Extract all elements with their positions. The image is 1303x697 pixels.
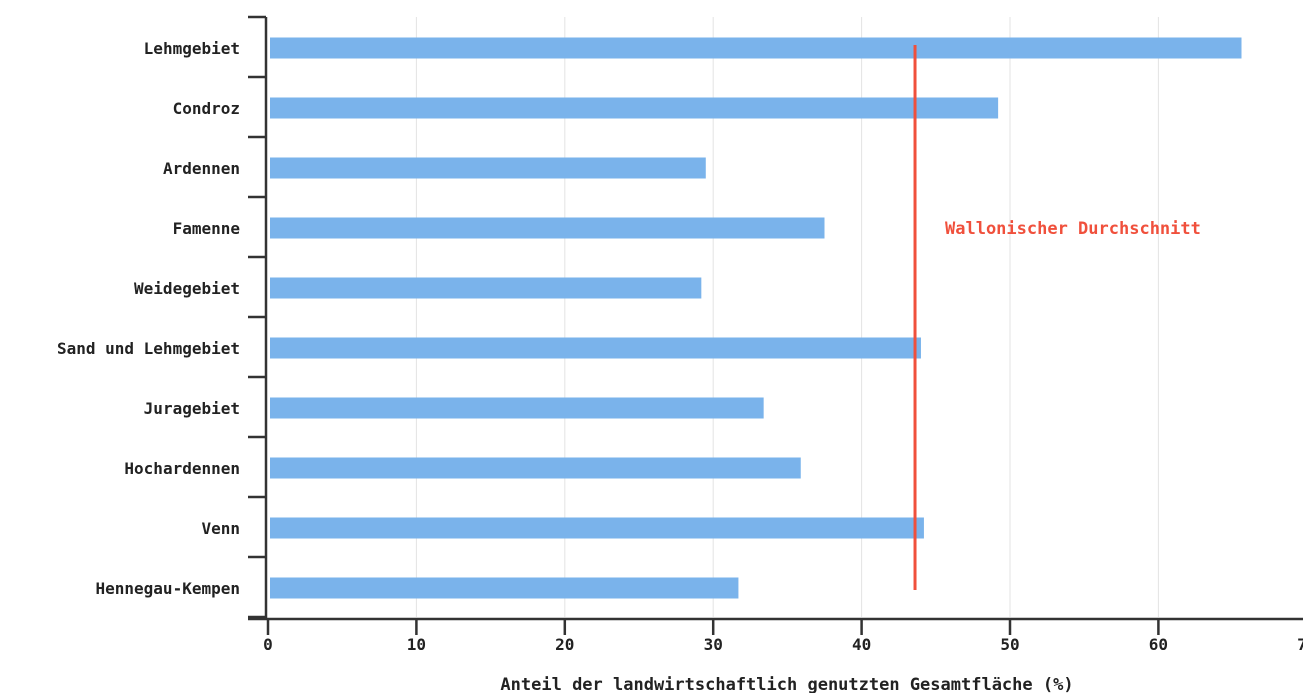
x-tick-label: 10 [407, 635, 426, 654]
axes [248, 15, 1303, 635]
bar [270, 157, 706, 179]
category-label: Hochardennen [124, 459, 240, 478]
x-tick-label: 70 [1297, 635, 1303, 654]
x-tick-labels: 0 10 20 30 40 50 60 70 [263, 635, 1303, 654]
x-tick-label: 30 [704, 635, 723, 654]
x-tick-label: 60 [1149, 635, 1168, 654]
x-tick-label: 0 [263, 635, 273, 654]
bar [270, 37, 1242, 59]
category-label: Lehmgebiet [144, 39, 240, 58]
reference-line-group: Wallonischer Durchschnitt [913, 45, 1201, 590]
bar [270, 217, 825, 239]
reference-line-label: Wallonischer Durchschnitt [945, 219, 1201, 239]
category-label: Ardennen [163, 159, 240, 178]
bar [270, 457, 801, 479]
x-tick-label: 50 [1000, 635, 1019, 654]
category-label: Hennegau-Kempen [96, 579, 241, 598]
category-labels: Lehmgebiet Condroz Ardennen Famenne Weidegeb… [57, 39, 240, 598]
bar [270, 397, 764, 419]
x-tick-label: 20 [555, 635, 574, 654]
bar [270, 337, 921, 359]
category-label: Weidegebiet [134, 279, 240, 298]
x-axis-title: Anteil der landwirtschaftlich genutzten … [500, 675, 1073, 693]
x-tick-label: 40 [852, 635, 871, 654]
bars [270, 37, 1242, 599]
category-label: Condroz [173, 99, 240, 118]
bar [270, 577, 739, 599]
bar [270, 97, 999, 119]
category-label: Famenne [173, 219, 240, 238]
bar [270, 517, 924, 539]
category-label: Venn [201, 519, 240, 538]
category-label: Juragebiet [144, 399, 240, 418]
category-label: Sand und Lehmgebiet [57, 339, 240, 358]
bar [270, 277, 702, 299]
